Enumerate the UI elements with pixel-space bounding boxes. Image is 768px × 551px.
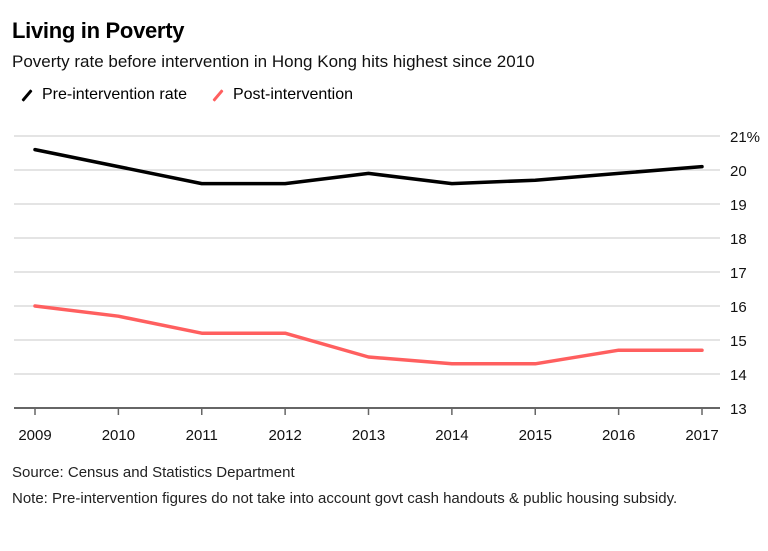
legend-item-pre: Pre-intervention rate xyxy=(20,86,187,104)
x-tick-label: 2015 xyxy=(519,427,552,444)
y-tick-label: 16 xyxy=(730,299,747,316)
series-line-pre-intervention xyxy=(33,147,704,186)
gridlines xyxy=(14,135,720,375)
y-tick-label: 20 xyxy=(730,163,747,180)
source-note: Source: Census and Statistics Department xyxy=(12,464,295,481)
series-line-post-intervention xyxy=(33,304,704,366)
x-tick-label: 2009 xyxy=(18,427,51,444)
x-axis: 2009 2010 2011 2012 2013 2014 2015 2016 2017 xyxy=(14,407,720,444)
y-tick-label: 15 xyxy=(730,333,747,350)
x-tick-label: 2014 xyxy=(435,427,468,444)
x-tick-label: 2016 xyxy=(602,427,635,444)
legend-label-pre: Pre-intervention rate xyxy=(42,86,187,103)
y-tick-label: 21% xyxy=(730,129,760,146)
series-lines xyxy=(33,147,704,366)
x-tick-label: 2011 xyxy=(186,427,218,444)
chart-title: Living in Poverty xyxy=(12,18,185,43)
legend-label-post: Post-intervention xyxy=(232,86,354,103)
chart-subtitle: Poverty rate before intervention in Hong… xyxy=(12,52,535,71)
x-tick-label: 2010 xyxy=(102,427,135,444)
y-axis-ticks: 13 14 15 16 17 18 19 20 21% xyxy=(730,129,760,418)
y-tick-label: 14 xyxy=(730,367,747,384)
y-tick-label: 17 xyxy=(730,265,747,282)
x-tick-label: 2013 xyxy=(352,427,385,444)
legend: Pre-intervention rate Post-intervention xyxy=(20,86,377,104)
y-tick-label: 18 xyxy=(730,231,747,248)
y-tick-label: 13 xyxy=(730,401,747,418)
y-tick-label: 19 xyxy=(730,197,747,214)
footnote: Note: Pre-intervention figures do not ta… xyxy=(12,490,678,507)
x-tick-label: 2017 xyxy=(685,427,718,444)
x-tick-label: 2012 xyxy=(268,427,301,444)
legend-item-post: Post-intervention xyxy=(211,86,353,104)
